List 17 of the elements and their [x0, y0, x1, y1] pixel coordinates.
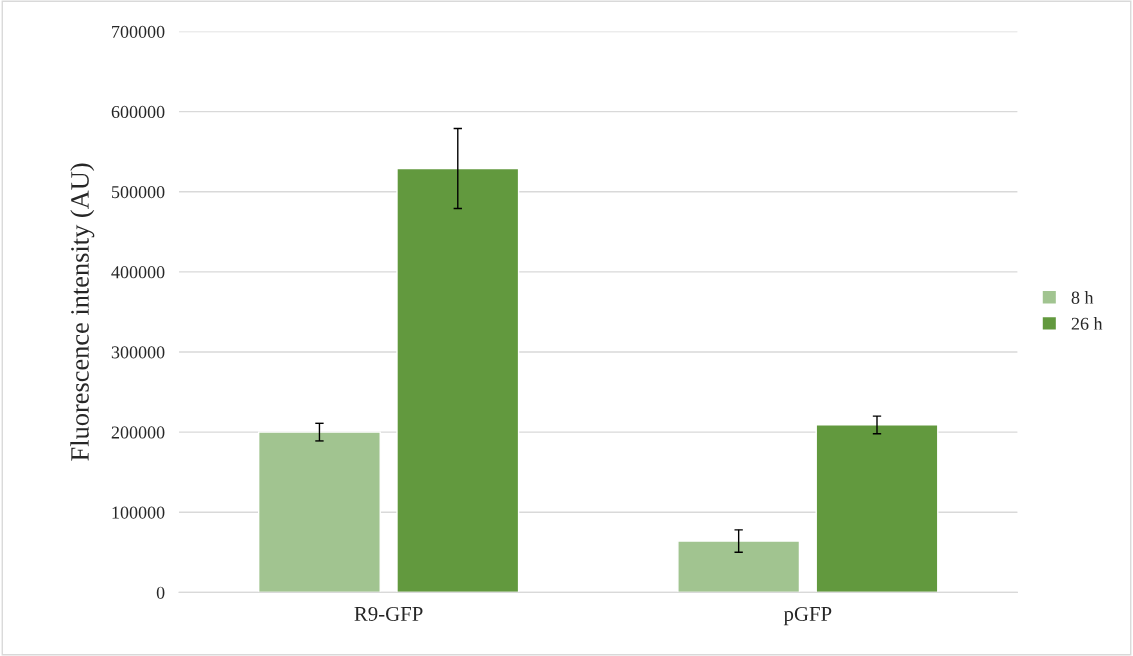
y-tick-label: 0 — [156, 586, 165, 599]
x-tick-label: pGFP — [783, 606, 832, 626]
y-tick-label: 400000 — [111, 266, 165, 279]
y-tick-label: 500000 — [112, 186, 165, 199]
y-tick-label: 700000 — [112, 25, 165, 38]
legend-label: 26 h — [1071, 317, 1103, 330]
y-tick-label: 300000 — [111, 346, 165, 359]
bar — [396, 167, 520, 593]
y-axis-title: Fluorescence intensity (AU) — [70, 163, 95, 461]
y-tick-label: 600000 — [111, 105, 165, 119]
x-tick-label: R9-GFP — [354, 606, 423, 621]
legend-label: 8 h — [1071, 291, 1094, 304]
bar — [677, 540, 801, 593]
bar — [257, 431, 381, 593]
bar — [815, 424, 939, 593]
y-tick-label: 100000 — [112, 506, 165, 519]
y-tick-label: 200000 — [111, 426, 165, 439]
